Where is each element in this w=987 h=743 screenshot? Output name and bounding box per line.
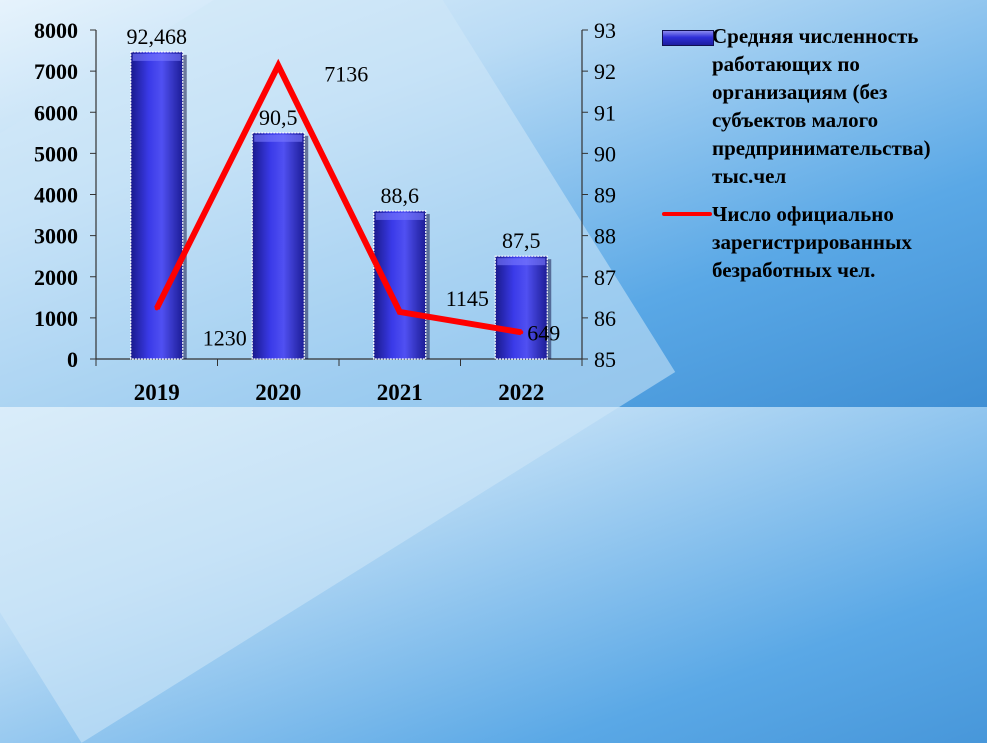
y-right-tick-label: 91 xyxy=(594,100,616,125)
bar-highlight xyxy=(254,134,303,142)
legend-line-swatch xyxy=(662,212,712,216)
y-right-tick-label: 86 xyxy=(594,306,616,331)
y-left-tick-label: 1000 xyxy=(34,306,78,331)
bar-highlight xyxy=(497,258,546,266)
legend-bar-swatch xyxy=(662,30,714,46)
y-right-tick-label: 92 xyxy=(594,59,616,84)
bar-data-label: 90,5 xyxy=(259,105,298,130)
bar xyxy=(251,132,305,360)
line-point xyxy=(397,309,402,314)
legend-item-bar: Средняя численность работающих по органи… xyxy=(660,22,980,190)
y-right-tick-label: 88 xyxy=(594,224,616,249)
bar-highlight xyxy=(375,212,424,220)
bar-data-label: 87,5 xyxy=(502,228,541,253)
x-tick-label: 2020 xyxy=(255,380,301,405)
y-left-tick-label: 6000 xyxy=(34,100,78,125)
y-left-tick-label: 3000 xyxy=(34,224,78,249)
bar-data-label: 92,468 xyxy=(127,24,188,49)
y-right-tick-label: 85 xyxy=(594,347,616,372)
line-point xyxy=(276,63,281,68)
bar xyxy=(494,255,548,360)
legend-item-line: Число официально зарегистрированных безр… xyxy=(660,200,980,284)
y-left-tick-label: 8000 xyxy=(34,18,78,43)
line-point xyxy=(154,306,159,311)
line-point xyxy=(519,330,524,335)
legend-line-label: Число официально зарегистрированных безр… xyxy=(712,202,912,282)
y-left-tick-label: 5000 xyxy=(34,141,78,166)
line-data-label: 7136 xyxy=(324,62,368,87)
legend: Средняя численность работающих по органи… xyxy=(660,22,980,294)
line-data-label: 1145 xyxy=(446,286,489,311)
y-right-tick-label: 87 xyxy=(594,265,616,290)
combo-chart: 0 1000 2000 3000 4000 5000 6000 7000 8000 85 86 87 8… xyxy=(34,18,616,405)
y-right-tick-label: 93 xyxy=(594,18,616,43)
legend-bar-label: Средняя численность работающих по органи… xyxy=(712,24,931,188)
y-left-tick-label: 7000 xyxy=(34,59,78,84)
line-data-label: 1230 xyxy=(203,325,247,350)
bar xyxy=(130,51,184,360)
y-left-tick-label: 2000 xyxy=(34,265,78,290)
line-data-label: 649 xyxy=(527,320,560,345)
bar-data-label: 88,6 xyxy=(381,183,420,208)
bar-highlight xyxy=(132,53,181,61)
y-left-tick-label: 4000 xyxy=(34,183,78,208)
x-tick-label: 2021 xyxy=(377,380,423,405)
y-right-tick-label: 90 xyxy=(594,141,616,166)
line-series xyxy=(154,58,522,336)
x-tick-label: 2022 xyxy=(498,380,544,405)
x-tick-label: 2019 xyxy=(134,380,180,405)
y-right-tick-label: 89 xyxy=(594,183,616,208)
bar xyxy=(373,210,427,360)
y-left-tick-label: 0 xyxy=(67,347,78,372)
